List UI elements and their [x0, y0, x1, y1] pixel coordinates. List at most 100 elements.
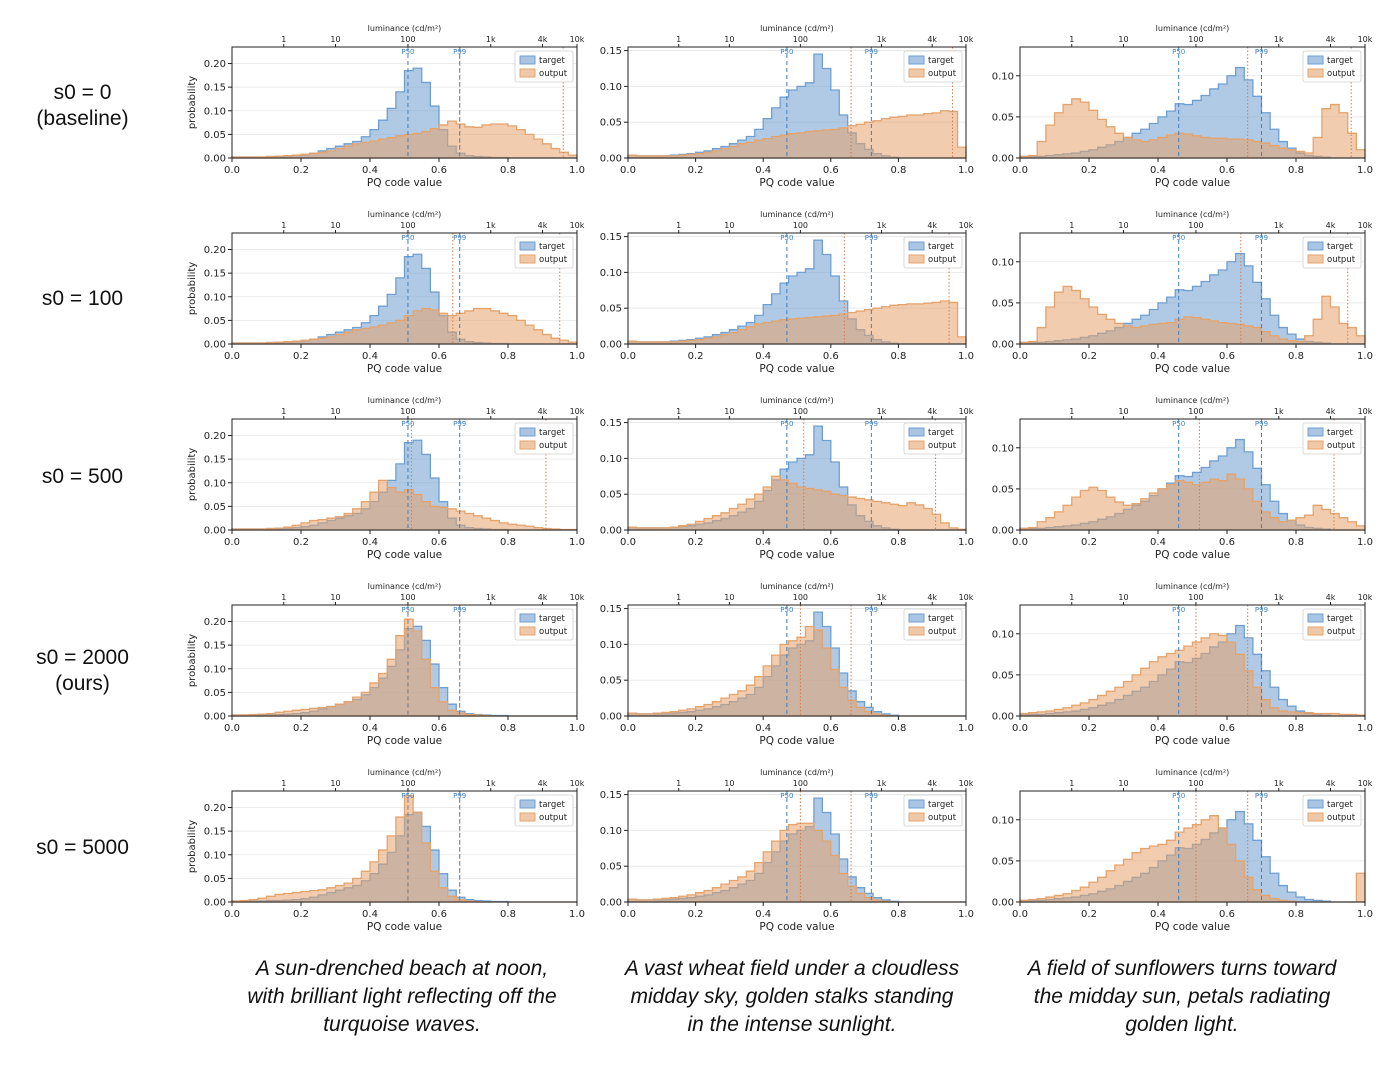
- x-tick-label: 0.2: [293, 351, 309, 362]
- caption-2: A field of sunflowers turns toward the m…: [1002, 955, 1362, 1039]
- x-axis-label: PQ code value: [1155, 735, 1230, 747]
- top-tick-label: 4k: [1326, 779, 1336, 788]
- top-tick-label: 100: [400, 35, 415, 44]
- x-tick-label: 0.2: [688, 537, 704, 548]
- legend-label-output: output: [928, 69, 957, 79]
- y-tick-label: 0.05: [204, 874, 226, 885]
- x-tick-label: 0.4: [1150, 723, 1166, 734]
- top-tick-label: 1k: [1274, 35, 1284, 44]
- top-axis-label: luminance (cd/m²): [1156, 210, 1230, 219]
- top-tick-label: 100: [793, 593, 808, 602]
- top-tick-label: 10k: [1358, 593, 1373, 602]
- top-tick-label: 1: [281, 221, 286, 230]
- y-tick-label: 0.05: [992, 112, 1014, 123]
- top-tick-label: 10: [330, 221, 340, 230]
- y-axis-label: probability: [187, 448, 198, 501]
- x-tick-label: 0.8: [500, 165, 516, 176]
- top-tick-label: 1: [1069, 779, 1074, 788]
- caption-line: in the intense sunlight.: [687, 1013, 897, 1036]
- y-tick-label: 0.05: [992, 856, 1014, 867]
- legend-swatch-target: [1307, 799, 1324, 809]
- x-tick-label: 0.0: [1012, 165, 1028, 176]
- top-tick-label: 1k: [486, 221, 496, 230]
- top-tick-label: 1k: [486, 407, 496, 416]
- top-tick-label: 1k: [486, 593, 496, 602]
- legend-label-output: output: [928, 255, 957, 265]
- x-tick-label: 0.6: [1219, 165, 1235, 176]
- row-label-0: s0 = 0 (baseline): [0, 80, 165, 132]
- legend-swatch-target: [1307, 427, 1324, 437]
- x-axis-label: PQ code value: [759, 177, 834, 189]
- top-tick-label: 1: [676, 221, 681, 230]
- top-tick-label: 1: [281, 35, 286, 44]
- plot-frame: [1019, 46, 1366, 159]
- y-tick-label: 0.10: [204, 106, 226, 117]
- y-tick-label: 0.10: [992, 71, 1014, 82]
- top-axis-label: luminance (cd/m²): [760, 210, 834, 219]
- x-tick-label: 0.6: [823, 909, 839, 920]
- output-histogram: [627, 300, 967, 345]
- y-tick-label: 0.20: [204, 617, 226, 628]
- top-tick-label: 1k: [1274, 221, 1284, 230]
- x-tick-label: 0.0: [1012, 723, 1028, 734]
- caption-line: A field of sunflowers turns toward: [1027, 957, 1337, 980]
- y-tick-label: 0.00: [600, 340, 622, 351]
- output-histogram: [231, 479, 578, 531]
- y-tick-label: 0.20: [204, 431, 226, 442]
- y-tick-label: 0.00: [204, 154, 226, 165]
- top-axis-label: luminance (cd/m²): [1156, 396, 1230, 405]
- y-tick-label: 0.15: [204, 827, 226, 838]
- legend-swatch-target: [908, 613, 925, 623]
- x-tick-label: 0.2: [688, 351, 704, 362]
- percentile-label: P99: [1255, 234, 1268, 242]
- legend-label-target: target: [928, 428, 955, 438]
- legend-swatch-output: [519, 68, 536, 78]
- top-tick-label: 10k: [959, 221, 974, 230]
- x-tick-label: 0.4: [1150, 909, 1166, 920]
- plot-frame: [231, 604, 578, 717]
- top-tick-label: 10k: [1358, 779, 1373, 788]
- y-tick-label: 0.00: [204, 340, 226, 351]
- x-tick-label: 0.8: [1288, 909, 1304, 920]
- x-tick-label: 0.4: [755, 909, 771, 920]
- legend-label-target: target: [539, 242, 566, 252]
- top-tick-label: 1k: [1274, 407, 1284, 416]
- x-tick-label: 0.2: [688, 909, 704, 920]
- x-tick-label: 0.6: [1219, 723, 1235, 734]
- x-tick-label: 0.0: [620, 165, 636, 176]
- x-axis-label: PQ code value: [367, 177, 442, 189]
- y-axis-label: probability: [187, 262, 198, 315]
- legend-swatch-output: [908, 626, 925, 636]
- y-tick-label: 0.15: [600, 604, 622, 615]
- legend-label-target: target: [1327, 428, 1354, 438]
- legend-label-output: output: [928, 627, 957, 637]
- y-tick-label: 0.10: [992, 815, 1014, 826]
- x-tick-label: 0.4: [755, 165, 771, 176]
- x-tick-label: 0.0: [224, 723, 240, 734]
- y-tick-label: 0.10: [600, 454, 622, 465]
- legend-swatch-target: [519, 55, 536, 65]
- y-tick-label: 0.05: [204, 316, 226, 327]
- percentile-label: P50: [780, 48, 793, 56]
- top-tick-label: 4k: [1326, 35, 1336, 44]
- top-tick-label: 10k: [959, 35, 974, 44]
- y-tick-label: 0.10: [992, 257, 1014, 268]
- x-axis-label: PQ code value: [759, 921, 834, 933]
- top-tick-label: 10k: [570, 407, 585, 416]
- y-tick-label: 0.00: [992, 712, 1014, 723]
- y-tick-label: 0.00: [600, 898, 622, 909]
- output-histogram: [231, 307, 578, 345]
- caption-line: A sun-drenched beach at noon,: [255, 957, 549, 980]
- top-tick-label: 1k: [877, 221, 887, 230]
- top-tick-label: 4k: [538, 593, 548, 602]
- top-tick-label: 1: [281, 779, 286, 788]
- x-tick-label: 1.0: [1357, 909, 1373, 920]
- legend-swatch-output: [908, 440, 925, 450]
- y-tick-label: 0.05: [600, 118, 622, 129]
- percentile-label: P50: [401, 234, 414, 242]
- percentile-label: P50: [780, 420, 793, 428]
- top-axis-label: luminance (cd/m²): [760, 768, 834, 777]
